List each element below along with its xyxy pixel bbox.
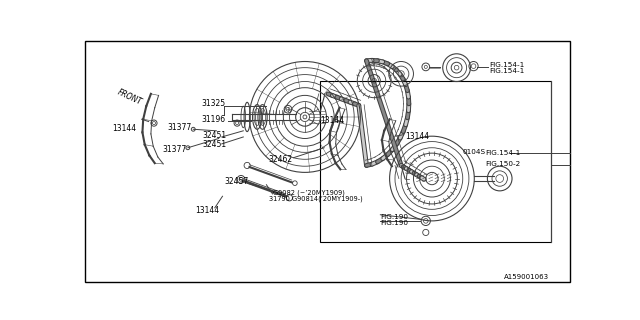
Text: FIG.190: FIG.190 — [380, 214, 408, 220]
Text: 32451: 32451 — [202, 131, 227, 140]
Text: FIG.154-1: FIG.154-1 — [490, 68, 525, 74]
Text: FIG.190: FIG.190 — [380, 220, 408, 226]
Text: 13144: 13144 — [405, 132, 429, 141]
Text: A159001063: A159001063 — [504, 274, 548, 280]
Text: 31196: 31196 — [201, 115, 225, 124]
Text: 13144: 13144 — [320, 116, 344, 125]
Text: 13144: 13144 — [113, 124, 136, 133]
Text: FIG.154-1: FIG.154-1 — [485, 150, 520, 156]
Text: FIG.154-1: FIG.154-1 — [490, 62, 525, 68]
Text: 32457: 32457 — [224, 177, 248, 186]
Text: FRONT: FRONT — [116, 88, 143, 107]
Text: 31377: 31377 — [168, 123, 192, 132]
Text: 31790 G90814(’20MY1909-): 31790 G90814(’20MY1909-) — [269, 195, 362, 202]
Text: 32462: 32462 — [268, 155, 292, 164]
Text: FIG.150-2: FIG.150-2 — [485, 161, 520, 167]
Text: 0104S: 0104S — [463, 148, 486, 155]
Text: G9082 (~’20MY1909): G9082 (~’20MY1909) — [273, 189, 344, 196]
Bar — [320, 81, 551, 243]
Text: 13144: 13144 — [196, 206, 220, 215]
Text: 31377: 31377 — [163, 145, 187, 154]
Text: 31325: 31325 — [201, 99, 225, 108]
Text: 32451: 32451 — [202, 140, 227, 149]
